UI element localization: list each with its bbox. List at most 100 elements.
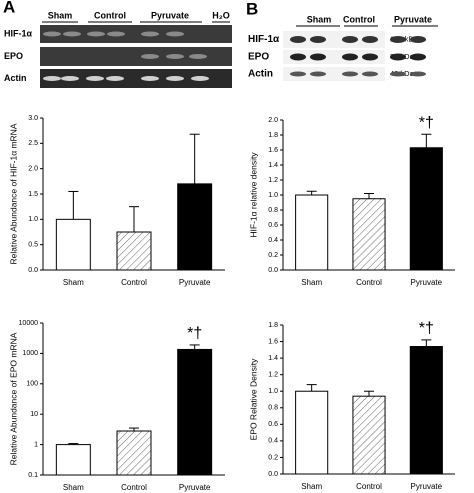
error-bar — [129, 427, 139, 432]
error-bar — [189, 133, 200, 184]
gel-band — [342, 36, 358, 43]
gel-band — [290, 71, 306, 77]
y-tick-label: 1.0 — [268, 388, 278, 395]
y-tick-label: 1.2 — [268, 372, 278, 379]
y-tick-label: 1.6 — [268, 338, 278, 345]
gel-band — [290, 53, 306, 61]
gel-band — [390, 71, 406, 77]
gel-column-label: H₂O — [212, 10, 230, 20]
y-tick-label: 1.4 — [268, 162, 278, 169]
gel-band — [410, 71, 426, 77]
gel-strip — [283, 67, 385, 81]
x-tick-label: Sham — [63, 483, 84, 492]
y-tick-label: 1.6 — [268, 147, 278, 154]
bar — [295, 390, 329, 475]
y-tick-label: 0.0 — [28, 267, 38, 274]
gel-band — [166, 76, 184, 81]
gel-band — [141, 76, 159, 81]
y-tick-label: 2.0 — [28, 166, 38, 173]
y-tick-label: 10 — [30, 411, 38, 418]
y-tick-label: 0.2 — [268, 454, 278, 461]
y-tick-label: 1.5 — [28, 191, 38, 198]
y-tick-label: 2.0 — [268, 117, 278, 124]
gel-band — [166, 54, 184, 59]
panel-label: B — [246, 0, 258, 18]
x-tick-label: Control — [356, 278, 382, 287]
gel-column-label: Sham — [48, 10, 73, 20]
error-bar — [306, 190, 317, 195]
bar — [116, 231, 152, 271]
y-tick-label: 0.6 — [268, 222, 278, 229]
error-bar — [68, 443, 79, 445]
y-tick-label: 1.0 — [268, 192, 278, 199]
x-tick-label: Pyruvate — [411, 482, 443, 491]
error-bar — [129, 206, 139, 232]
gel-band — [390, 36, 406, 43]
significance-mark: *† — [419, 320, 434, 337]
y-tick-label: 1.8 — [268, 322, 278, 329]
gel-band — [191, 76, 209, 81]
bar — [177, 348, 213, 476]
gel-row-label: HIF-1α — [248, 34, 280, 45]
y-tick-label: 0.8 — [268, 405, 278, 412]
y-tick-label: 1.0 — [28, 216, 38, 223]
y-tick-label: 0.2 — [268, 252, 278, 259]
y-tick-label: 0.4 — [268, 237, 278, 244]
x-tick-label: Pyruvate — [179, 278, 211, 287]
error-bar — [364, 390, 374, 397]
bar — [409, 147, 443, 271]
gel-column-label: Control — [94, 10, 126, 20]
y-tick-label: 0.8 — [268, 207, 278, 214]
gel-strip — [283, 50, 385, 64]
significance-mark: *† — [187, 325, 202, 342]
gel-band — [43, 76, 61, 81]
x-tick-label: Sham — [301, 482, 322, 491]
x-tick-label: Control — [121, 278, 147, 287]
bar — [177, 183, 213, 271]
y-tick-label: 0.6 — [268, 421, 278, 428]
gel-column-label: Control — [343, 14, 375, 24]
y-axis-title: Relative Abundance of EPO mRNA — [8, 332, 18, 465]
gel-column-label: Pyruvate — [394, 14, 432, 24]
gel-band — [342, 71, 358, 77]
y-axis-title: EPO Relative Density — [248, 358, 258, 440]
y-axis-title: HIF-1α relative density — [248, 152, 258, 238]
gel-band — [310, 71, 326, 77]
panel-label: A — [3, 0, 15, 16]
error-bar — [189, 344, 200, 350]
gel-row-label: HIF-1α — [4, 28, 33, 38]
gel-row-label: Actin — [4, 73, 27, 83]
y-tick-label: 0.0 — [268, 471, 278, 478]
error-bar — [421, 133, 432, 148]
error-bar — [421, 339, 432, 347]
gel-band — [362, 36, 378, 43]
gel-band — [310, 53, 326, 61]
gel-band — [61, 76, 79, 81]
gel-band — [166, 31, 184, 37]
y-tick-label: 1.8 — [268, 132, 278, 139]
y-tick-label: 0.4 — [268, 438, 278, 445]
gel-band — [87, 31, 105, 37]
gel-column-label: Pyruvate — [151, 10, 189, 20]
gel-band — [410, 53, 426, 61]
bar — [352, 198, 386, 271]
x-tick-label: Sham — [63, 278, 84, 287]
error-bar — [364, 193, 374, 199]
bar — [352, 395, 386, 475]
y-tick-label: 100 — [26, 381, 38, 388]
gel-band — [43, 31, 61, 37]
y-tick-label: 0.0 — [268, 267, 278, 274]
gel-strip — [40, 47, 232, 66]
gel-band — [342, 53, 358, 61]
bar — [116, 430, 152, 476]
x-tick-label: Control — [356, 482, 382, 491]
gel-band — [63, 31, 81, 37]
gel-band — [106, 76, 124, 81]
gel-row-label: EPO — [4, 51, 23, 61]
error-bar — [68, 190, 79, 220]
y-axis-title: Relative Abundance of HIF-1α mRNA — [8, 123, 18, 264]
y-tick-label: 3.0 — [28, 115, 38, 122]
gel-band — [310, 36, 326, 43]
gel-band — [362, 71, 378, 77]
bar — [55, 444, 91, 476]
